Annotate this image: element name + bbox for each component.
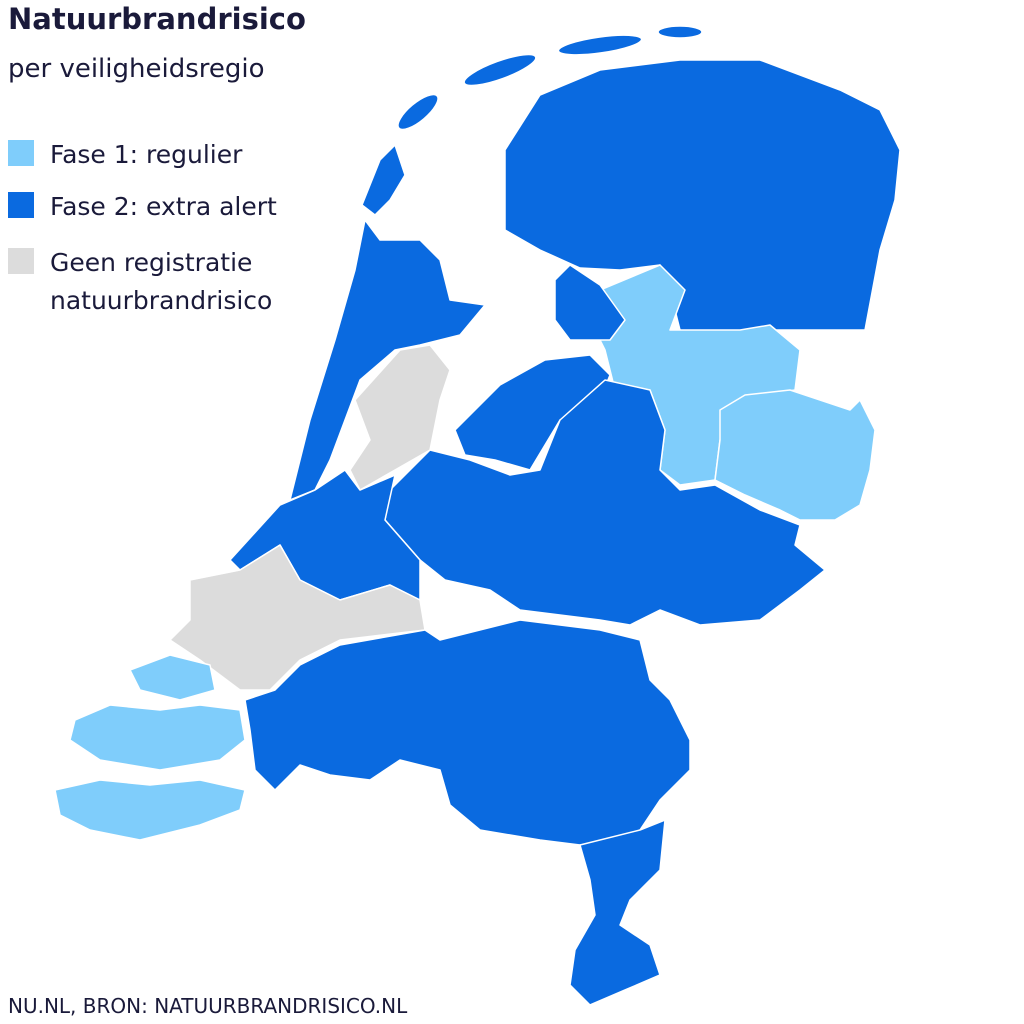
region (554, 264, 626, 341)
region (289, 219, 486, 501)
regions (54, 25, 901, 1006)
island (463, 53, 537, 87)
island (557, 34, 643, 56)
region (129, 654, 216, 701)
legend: Fase 1: regulier Fase 2: extra alert Geen … (8, 136, 310, 334)
title: Natuurbrandrisico (8, 2, 306, 36)
subtitle: per veiligheidsregio (8, 54, 265, 84)
legend-label: Fase 1: regulier (50, 140, 243, 169)
region (349, 344, 451, 491)
region (714, 389, 876, 521)
legend-item: Fase 2: extra alert (8, 188, 310, 226)
region (169, 544, 426, 691)
island (397, 93, 439, 131)
legend-label: Fase 2: extra alert (50, 192, 277, 221)
island (657, 25, 703, 39)
region (69, 704, 246, 771)
legend-item: Geen registratie natuurbrandrisico (8, 244, 310, 320)
source: NU.NL, BRON: NATUURBRANDRISICO.NL (8, 994, 408, 1018)
region (569, 819, 666, 1006)
region (504, 59, 901, 346)
legend-label: Geen registratie natuurbrandrisico (50, 248, 273, 315)
region (54, 779, 246, 841)
legend-swatch (8, 140, 34, 166)
legend-swatch (8, 192, 34, 218)
legend-item: Fase 1: regulier (8, 136, 310, 174)
region (361, 144, 406, 216)
legend-swatch (8, 248, 34, 274)
